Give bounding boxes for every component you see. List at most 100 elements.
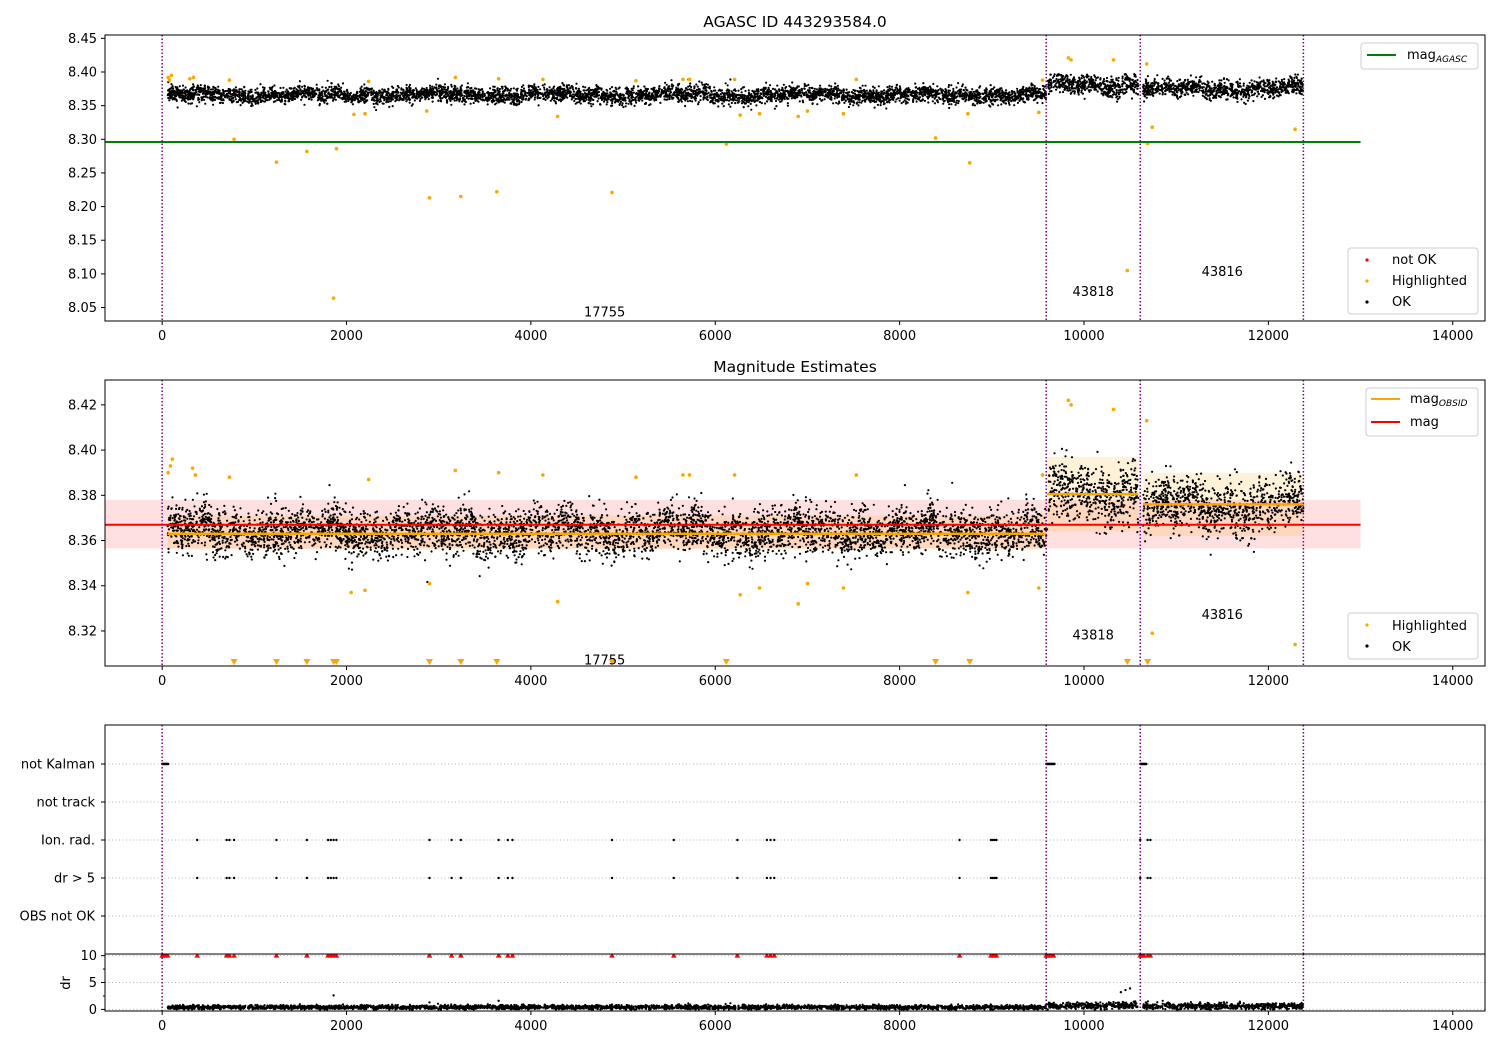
panel1-ok-point xyxy=(837,87,840,90)
panel1-ok-point xyxy=(317,98,321,101)
panel1-ok-point xyxy=(992,87,995,90)
panel1-ok-point xyxy=(906,95,909,98)
panel1-ok-point xyxy=(926,91,929,94)
panel1-ok-point xyxy=(551,91,554,94)
panel1-ok-point xyxy=(743,97,746,100)
panel1-ok-point xyxy=(509,102,512,105)
panel1-ok-point xyxy=(269,96,272,99)
panel1-ok-point xyxy=(408,85,411,88)
panel1-ok-point xyxy=(455,93,458,96)
panel1-ok-point xyxy=(967,95,971,98)
panel1-ok-point xyxy=(947,98,950,101)
panel1-ok-point xyxy=(555,92,558,95)
panel1-ok-point xyxy=(783,91,786,94)
panel1-ok-point xyxy=(941,98,944,101)
panel1-ok-point xyxy=(1007,101,1011,105)
panel1-ok-point xyxy=(391,105,394,108)
panel1-ok-point xyxy=(270,91,273,94)
panel1-ok-point xyxy=(811,93,814,96)
panel1-ok-point xyxy=(469,87,472,90)
panel1-ok-point xyxy=(689,82,692,85)
panel1-ok-point xyxy=(542,97,545,101)
panel1-ok-point xyxy=(999,99,1002,102)
panel1-ok-point xyxy=(867,94,870,97)
panel1-ok-point xyxy=(727,95,730,98)
panel1-ok-point xyxy=(569,87,572,90)
panel1-ok-point xyxy=(1027,94,1030,97)
panel1-ok-point xyxy=(324,86,327,89)
panel1-ok-point xyxy=(911,91,914,94)
panel1-ok-point xyxy=(776,94,779,97)
panel1-ok-point xyxy=(500,100,503,103)
panel1-ok-point xyxy=(665,98,668,101)
panel1-ok-point xyxy=(989,105,992,108)
panel1-ok-point xyxy=(460,84,463,87)
panel1-ok-point xyxy=(784,89,787,92)
panel1-ok-point xyxy=(763,94,766,97)
panel1-ok-point xyxy=(663,98,666,101)
panel1-ok-point xyxy=(708,87,712,90)
panel1-ok-point xyxy=(235,89,238,92)
panel1-ok-point xyxy=(599,103,602,106)
panel1-ok-point xyxy=(948,100,951,103)
panel1-ok-point xyxy=(914,82,917,85)
panel1-ok-point xyxy=(592,98,595,102)
panel1-ok-point xyxy=(324,95,327,98)
panel1-ok-point xyxy=(365,94,368,97)
panel1-ok-point xyxy=(523,89,526,92)
panel1-ok-point xyxy=(841,94,844,97)
panel1-ok-point xyxy=(880,92,883,95)
panel1-ok-point xyxy=(697,101,700,104)
panel1-ok-point xyxy=(789,88,792,92)
panel1-ok-point xyxy=(574,93,577,96)
panel1-ok-point xyxy=(577,87,581,90)
panel1-ok-point xyxy=(544,98,547,101)
panel1-ok-point xyxy=(552,87,555,90)
panel1-ok-point xyxy=(206,96,209,99)
panel1-ok-point xyxy=(548,92,551,95)
panel1-ok-point xyxy=(385,100,388,103)
panel1-ok-point xyxy=(196,93,199,96)
panel1-ok-point xyxy=(667,87,670,90)
panel1-ok-point xyxy=(200,87,203,90)
panel1-ok-point xyxy=(757,92,760,95)
panel1-ok-point xyxy=(557,99,561,102)
panel1-ok-point xyxy=(701,83,704,86)
panel1-ok-point xyxy=(386,93,389,97)
panel1-ok-point xyxy=(879,94,882,97)
panel1-ok-point xyxy=(693,95,696,98)
panel1-ok-point xyxy=(1039,88,1042,91)
panel1-ok-point xyxy=(582,93,585,96)
panel1-ok-point xyxy=(321,95,324,98)
panel1-ok-point xyxy=(189,91,192,94)
panel1-ok-point xyxy=(832,87,835,91)
panel1-ok-point xyxy=(237,90,241,93)
panel1-ok-point xyxy=(477,100,480,103)
panel1-ok-point xyxy=(447,93,450,96)
panel1-ok-point xyxy=(235,101,238,104)
panel1-ok-point xyxy=(846,97,849,100)
panel1-ok-point xyxy=(194,89,197,92)
panel1-ok-point xyxy=(761,97,764,100)
panel1-ok-point xyxy=(442,95,446,98)
panel1-ok-point xyxy=(520,91,523,94)
panel1-ok-point xyxy=(391,85,394,88)
panel1-ok-point xyxy=(588,92,591,95)
panel1-ok-point xyxy=(621,104,624,107)
panel1-ok-point xyxy=(906,97,909,101)
panel1-ok-point xyxy=(719,89,722,92)
panel1-ok-point xyxy=(890,85,894,88)
panel1-ok-point xyxy=(543,86,546,89)
panel1-ok-point xyxy=(243,94,247,97)
panel1-ok-point xyxy=(499,95,502,98)
panel1-ok-point xyxy=(463,98,466,101)
panel1-ok-point xyxy=(502,90,505,93)
panel1-ok-point xyxy=(937,92,940,96)
panel1-ok-point xyxy=(940,89,943,92)
panel1-ok-point xyxy=(808,96,811,100)
panel1-ok-point xyxy=(749,96,752,99)
panel1-ok-point xyxy=(931,91,935,94)
panel1-ok-point xyxy=(768,84,772,87)
panel1-ok-point xyxy=(212,103,215,106)
panel1-ok-point xyxy=(441,97,444,100)
